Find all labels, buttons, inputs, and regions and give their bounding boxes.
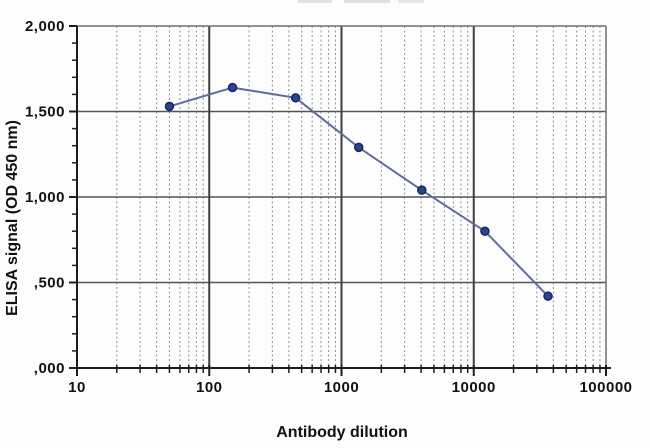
y-tick-label: ,500 xyxy=(34,275,65,292)
x-tick-label: 1000 xyxy=(324,379,359,396)
data-point xyxy=(480,226,490,236)
cropped-title-remnant xyxy=(298,0,424,3)
major-gridlines xyxy=(77,26,606,368)
data-point xyxy=(290,93,301,103)
x-tick-label: 10 xyxy=(68,379,86,396)
x-tick-label: 100 xyxy=(196,379,223,396)
y-tick-label: 1,500 xyxy=(25,104,65,121)
axes-and-ticks xyxy=(69,25,611,376)
x-tick-label: 10000 xyxy=(452,379,496,396)
y-tick-label: 2,000 xyxy=(25,18,65,35)
data-series xyxy=(164,82,553,301)
x-tick-label: 100000 xyxy=(579,379,632,396)
y-tick-label: 1,000 xyxy=(25,189,65,206)
x-axis-title: Antibody dilution xyxy=(276,424,408,441)
plot-frame xyxy=(77,25,607,368)
y-tick-label: ,000 xyxy=(34,360,65,377)
data-point xyxy=(164,101,175,112)
data-point xyxy=(543,291,553,301)
data-point xyxy=(353,142,364,153)
data-point xyxy=(227,82,238,93)
series-line xyxy=(169,86,549,297)
y-axis-title: ELISA signal (OD 450 nm) xyxy=(4,120,21,316)
data-point xyxy=(417,185,427,195)
